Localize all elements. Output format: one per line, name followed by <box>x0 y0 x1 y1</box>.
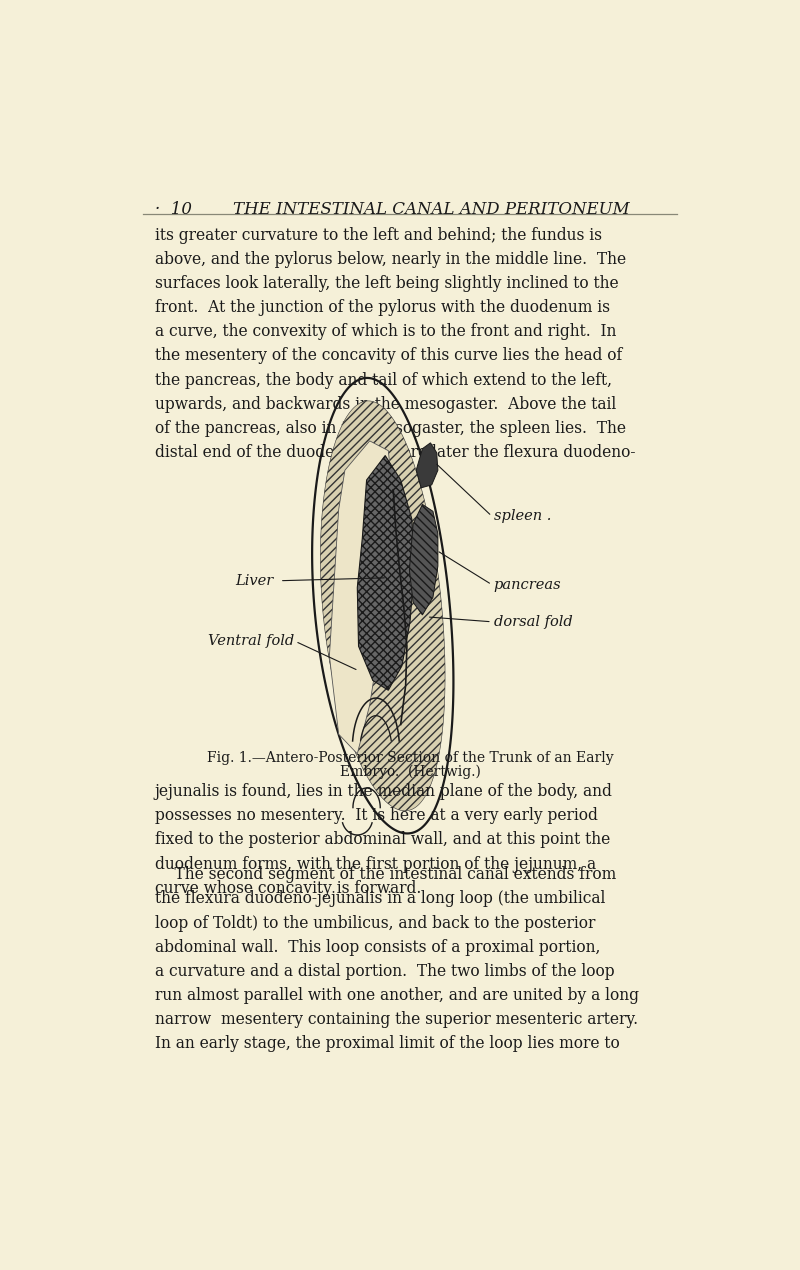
Text: Fig. 1.—Antero-Posterior Section of the Trunk of an Early: Fig. 1.—Antero-Posterior Section of the … <box>206 751 614 765</box>
Text: spleen .: spleen . <box>494 509 551 523</box>
Polygon shape <box>416 443 438 488</box>
Text: jejunalis is found, lies in the median plane of the body, and
possesses no mesen: jejunalis is found, lies in the median p… <box>154 784 613 897</box>
Text: pancreas: pancreas <box>494 578 562 592</box>
Text: The second segment of the intestinal canal extends from
the flexura duodeno-jeju: The second segment of the intestinal can… <box>154 866 638 1053</box>
Polygon shape <box>358 456 414 691</box>
Text: its greater curvature to the left and behind; the fundus is
above, and the pylor: its greater curvature to the left and be… <box>154 227 635 461</box>
Text: Embryo.  (Hertwig.): Embryo. (Hertwig.) <box>339 765 481 779</box>
Text: dorsal fold: dorsal fold <box>494 615 573 629</box>
Polygon shape <box>312 378 454 833</box>
Polygon shape <box>410 504 438 615</box>
Text: ·  10: · 10 <box>154 202 191 218</box>
Text: THE INTESTINAL CANAL AND PERITONEUM: THE INTESTINAL CANAL AND PERITONEUM <box>234 202 630 218</box>
Text: Ventral fold: Ventral fold <box>209 634 294 649</box>
Text: Liver: Liver <box>235 574 274 588</box>
Polygon shape <box>320 401 445 810</box>
Polygon shape <box>330 441 394 754</box>
